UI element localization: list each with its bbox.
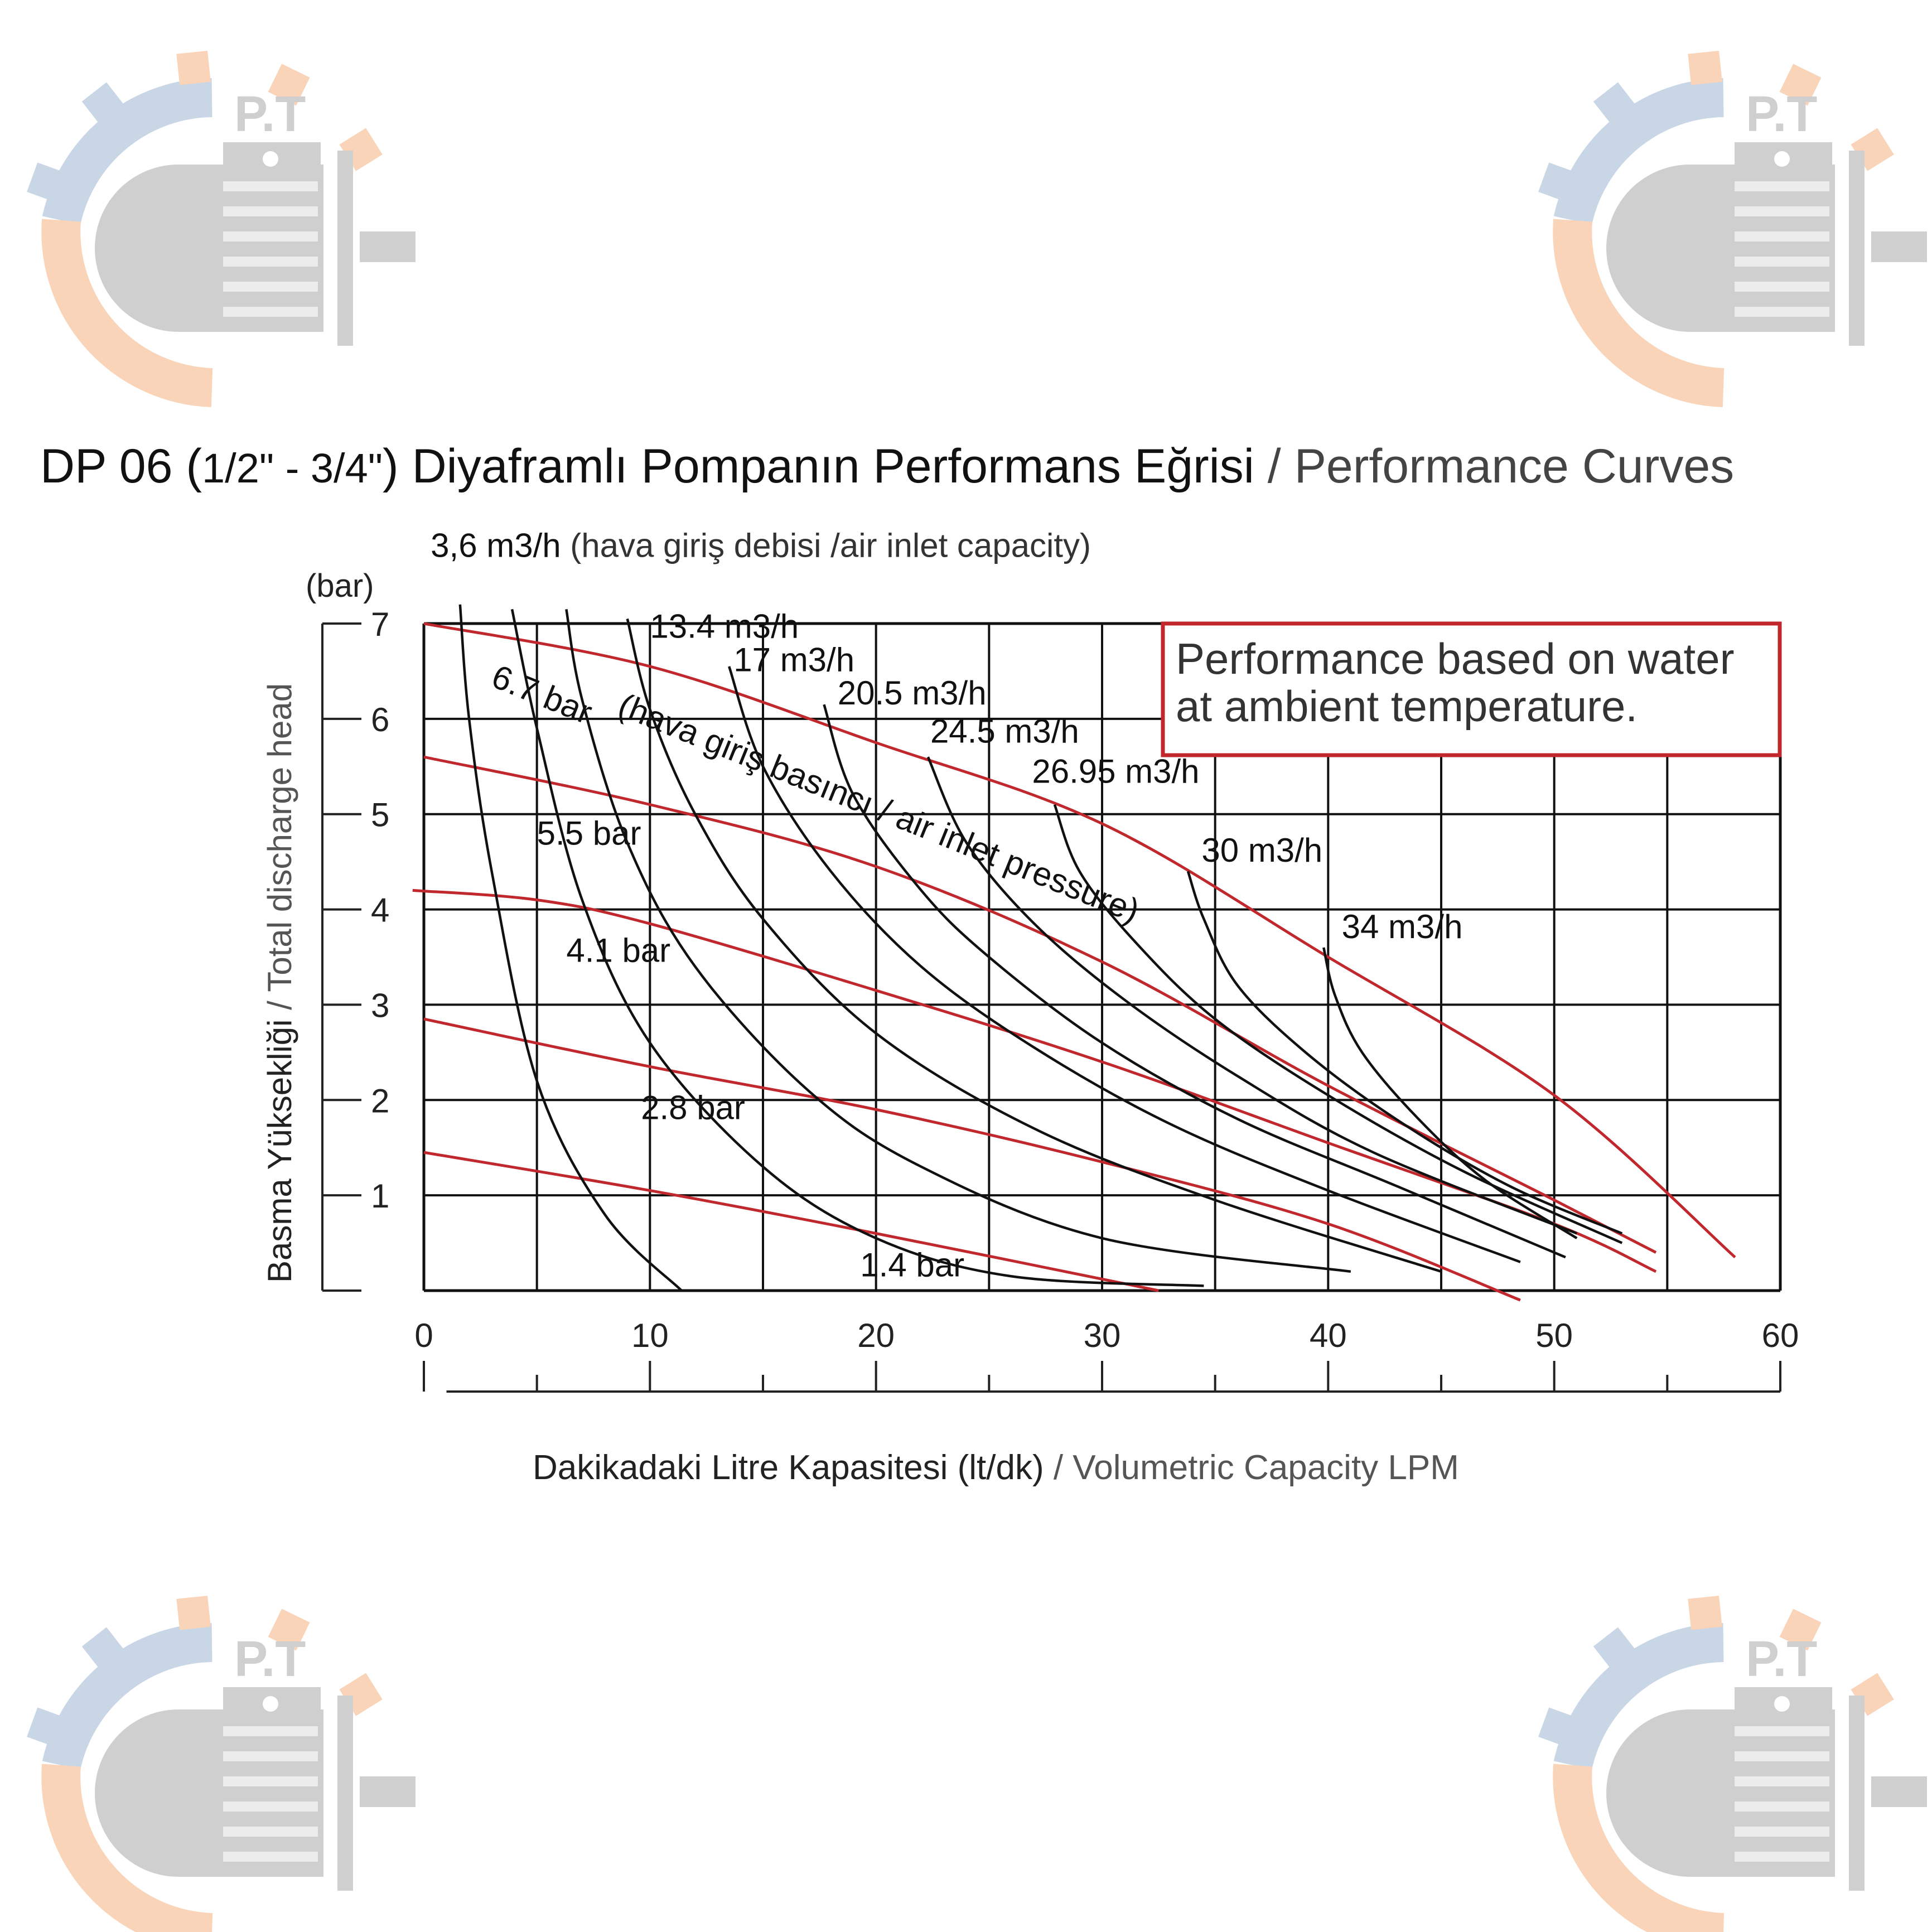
- capacity-curve: [1186, 871, 1623, 1235]
- capacity-label: 30 m3/h: [1201, 832, 1322, 869]
- pressure-curve: [423, 755, 1657, 1254]
- y-label-sep: /: [261, 992, 298, 1020]
- capacity-label: 34 m3/h: [1342, 908, 1463, 945]
- capacity-curve: [728, 666, 1521, 1263]
- capacity-label: 3,6 m3/h (hava giriş debisi /air inlet c…: [431, 527, 1091, 564]
- note-line-2: at ambient temperature.: [1176, 682, 1638, 731]
- x-tick-label: 0: [414, 1317, 433, 1354]
- capacity-curve: [1322, 947, 1578, 1239]
- x-label-en: Volumetric Capacity LPM: [1073, 1448, 1459, 1487]
- x-tick-label: 10: [631, 1317, 669, 1354]
- capacity-curve: [458, 604, 683, 1292]
- watermark-logo-icon: P.T: [27, 50, 416, 407]
- y-tick-label: 7: [371, 606, 389, 643]
- watermark-text: P.T: [234, 86, 306, 142]
- y-axis-label: Basma Yüksekliği / Total discharge head: [261, 683, 298, 1283]
- y-tick-label: 5: [371, 796, 389, 834]
- y-tick-label: 6: [371, 701, 389, 738]
- title-sep: /: [1254, 439, 1295, 493]
- axes: 1 2 3 4 5 6 7 0 10 20 30 40 50 60: [321, 606, 1799, 1393]
- title-size: 1/2" - 3/4": [202, 445, 383, 491]
- y-label-tr: Basma Yüksekliği: [261, 1020, 298, 1283]
- x-label-sep: /: [1044, 1448, 1073, 1487]
- watermark-text: P.T: [1746, 1631, 1817, 1687]
- x-label-tr: Dakikadaki Litre Kapasitesi (lt/dk): [533, 1448, 1044, 1487]
- pressure-label: 4.1 bar: [566, 932, 670, 969]
- capacity-label: 13.4 m3/h: [650, 608, 799, 645]
- watermark-text: P.T: [1746, 86, 1817, 142]
- watermark-text: P.T: [234, 1631, 306, 1687]
- x-tick-label: 60: [1762, 1317, 1799, 1354]
- capacity-label: 26.95 m3/h: [1032, 752, 1199, 790]
- title-en: Performance Curves: [1295, 439, 1735, 493]
- note-line-1: Performance based on water: [1176, 634, 1735, 683]
- y-tick-label: 3: [371, 987, 389, 1024]
- watermark-layer: P.T P.T P.T P.T: [27, 50, 1927, 1932]
- capacity-curve: [510, 608, 1204, 1287]
- x-tick-label: 50: [1535, 1317, 1573, 1354]
- watermark-logo-icon: P.T: [1538, 50, 1927, 407]
- pressure-label: 1.4 bar: [860, 1246, 964, 1283]
- y-label-en: Total discharge head: [261, 683, 298, 992]
- capacity-curve: [565, 608, 1351, 1273]
- x-tick-label: 30: [1084, 1317, 1121, 1354]
- watermark-logo-icon: P.T: [27, 1595, 416, 1932]
- y-tick-label: 1: [371, 1177, 389, 1215]
- y-unit-label: (bar): [306, 568, 374, 604]
- watermark-logo-icon: P.T: [1538, 1595, 1927, 1932]
- capacity-curves: [458, 604, 1623, 1292]
- x-tick-label: 20: [857, 1317, 895, 1354]
- capacity-curve: [926, 756, 1578, 1235]
- capacity-label: 20.5 m3/h: [838, 674, 987, 712]
- capacity-curve: [823, 704, 1566, 1259]
- pressure-curve: [423, 622, 1736, 1259]
- pressure-label: 5.5 bar: [537, 814, 641, 852]
- x-tick-label: 40: [1310, 1317, 1347, 1354]
- capacity-label: 24.5 m3/h: [930, 713, 1079, 750]
- capacity-curve: [1053, 804, 1623, 1244]
- capacity-curve: [626, 618, 1442, 1273]
- y-tick-label: 4: [371, 892, 389, 929]
- capacity-label: 17 m3/h: [733, 641, 854, 678]
- title-tr-a: DP 06 (: [40, 439, 202, 493]
- pressure-curve: [423, 1151, 1159, 1292]
- pressure-label: 2.8 bar: [641, 1089, 745, 1126]
- title-tr-b: ) Diyaframlı Pompanın Performans Eğrisi: [383, 439, 1254, 493]
- x-axis-label: Dakikadaki Litre Kapasitesi (lt/dk) / Vo…: [533, 1448, 1459, 1487]
- note-box: [1161, 621, 1782, 757]
- pressure-curve: [423, 1017, 1521, 1302]
- pressure-label: 6.7 bar: [487, 658, 597, 731]
- y-tick-label: 2: [371, 1082, 389, 1119]
- page-title: DP 06 (1/2" - 3/4") Diyaframlı Pompanın …: [40, 439, 1734, 493]
